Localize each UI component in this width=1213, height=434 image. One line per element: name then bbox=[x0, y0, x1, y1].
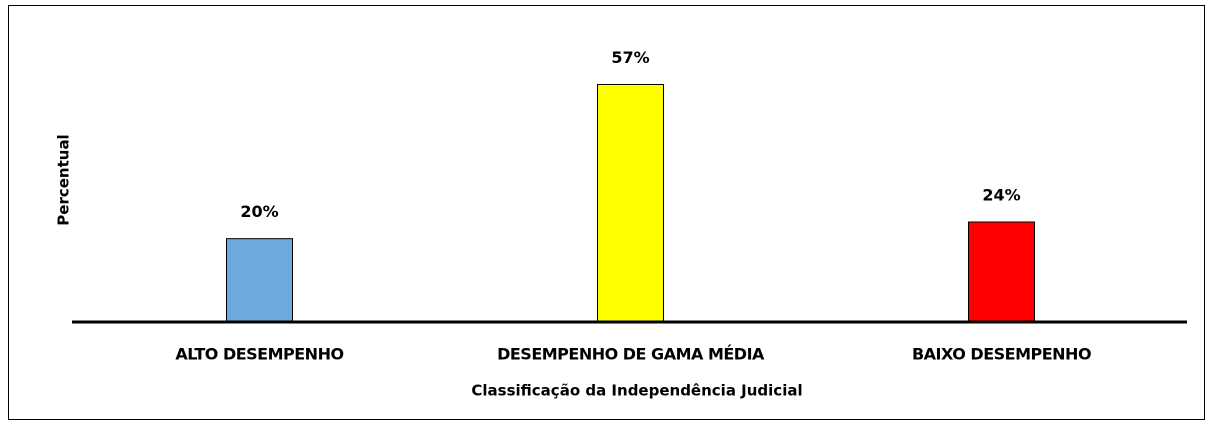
bar bbox=[597, 84, 664, 323]
x-axis-title: Classificação da Independência Judicial bbox=[471, 382, 802, 400]
x-tick-label: ALTO DESEMPENHO bbox=[175, 345, 343, 364]
bar bbox=[968, 221, 1035, 323]
chart-frame bbox=[8, 5, 1205, 420]
x-tick-label: BAIXO DESEMPENHO bbox=[912, 345, 1091, 364]
bar bbox=[226, 238, 293, 323]
x-tick-label: DESEMPENHO DE GAMA MÉDIA bbox=[497, 345, 765, 364]
data-label: 57% bbox=[611, 48, 649, 67]
y-axis-title: Percentual bbox=[55, 134, 73, 225]
data-label: 20% bbox=[240, 202, 278, 221]
data-label: 24% bbox=[982, 186, 1020, 205]
